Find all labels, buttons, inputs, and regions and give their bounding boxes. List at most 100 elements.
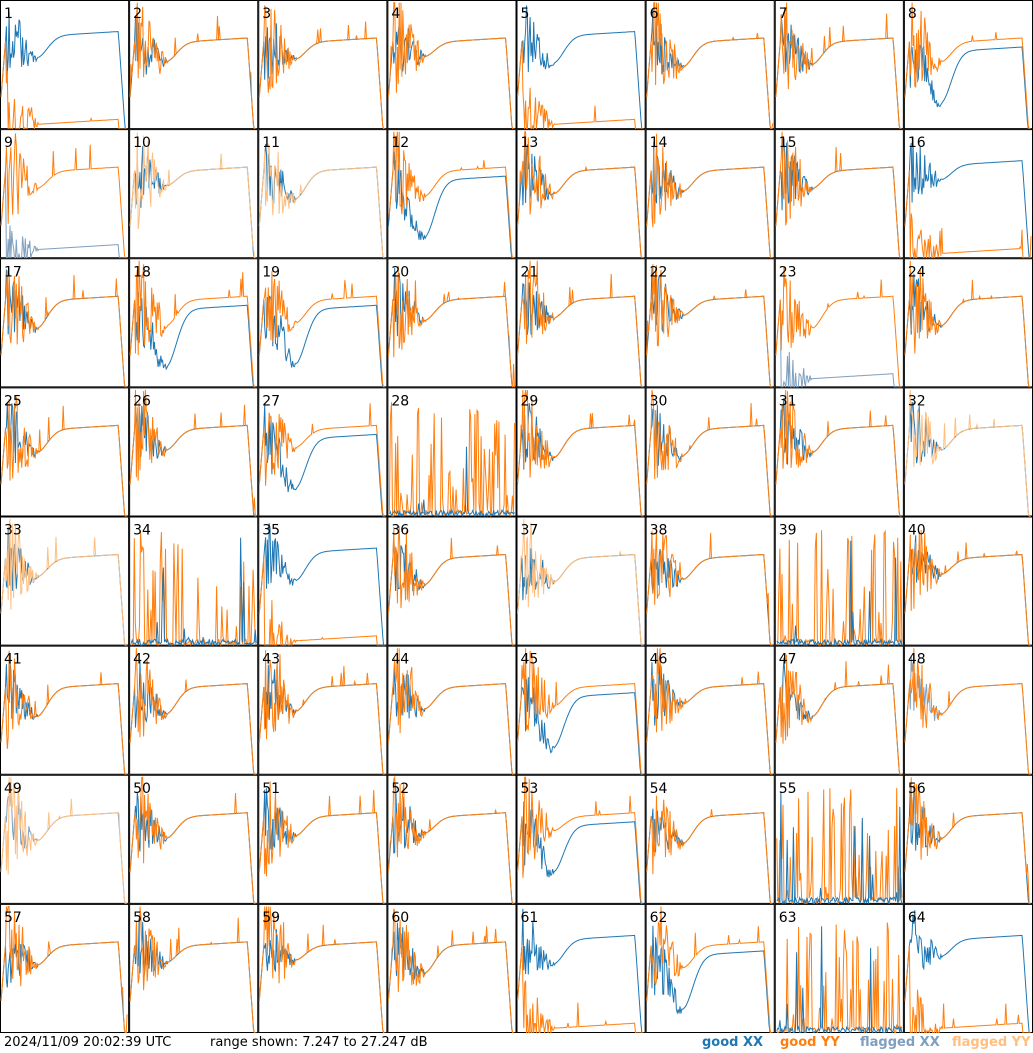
panel-label: 29 <box>521 393 539 409</box>
panel-frame <box>129 903 259 1033</box>
panel-44: 44 <box>387 645 517 776</box>
panel-50: 50 <box>129 774 259 905</box>
panel-label: 61 <box>521 910 539 926</box>
series-good-yy <box>258 557 386 647</box>
range-text: range shown: 7.247 to 27.247 dB <box>210 1035 428 1050</box>
panel-label: 1 <box>4 6 13 22</box>
panel-59: 59 <box>258 903 388 1033</box>
series-good-yy <box>387 266 515 388</box>
panel-label: 2 <box>133 6 142 22</box>
panel-label: 40 <box>908 523 926 539</box>
panel-label: 19 <box>262 264 280 280</box>
series-good-xx <box>129 292 257 388</box>
series-good-xx <box>776 540 903 648</box>
panel-3: 3 <box>258 0 388 130</box>
panel-label: 35 <box>262 523 280 539</box>
panel-34: 34 <box>129 516 259 648</box>
panel-label: 17 <box>4 264 22 280</box>
panel-frame <box>258 774 388 904</box>
panel-label: 41 <box>4 652 22 668</box>
panel-label: 47 <box>779 652 797 668</box>
series-good-xx <box>130 537 257 647</box>
panel-2: 2 <box>129 0 259 130</box>
panel-label: 60 <box>391 910 409 926</box>
panel-label: 26 <box>133 393 151 409</box>
panel-label: 28 <box>391 393 409 409</box>
series-good-xx <box>776 926 903 1033</box>
panel-label: 10 <box>133 135 151 151</box>
series-good-yy <box>129 906 257 1033</box>
panel-23: 23 <box>774 258 904 388</box>
series-good-yy <box>775 266 902 388</box>
legend-good-xx: good XX <box>702 1035 764 1050</box>
series-good-xx <box>904 910 1031 1033</box>
panel-9: 9 <box>0 129 130 259</box>
series-good-xx <box>258 404 386 517</box>
panel-38: 38 <box>645 516 775 647</box>
panel-label: 14 <box>650 135 668 151</box>
panel-45: 45 <box>516 645 646 776</box>
panel-30: 30 <box>645 387 775 517</box>
series-good-yy <box>517 260 644 388</box>
series-good-yy <box>646 389 773 517</box>
panel-7: 7 <box>774 0 904 130</box>
panel-label: 56 <box>908 781 926 797</box>
panel-47: 47 <box>774 645 904 776</box>
panel-62: 62 <box>645 903 775 1033</box>
panel-label: 18 <box>133 264 151 280</box>
legend-flagged-xx: flagged XX <box>860 1035 940 1050</box>
panel-63: 63 <box>774 903 904 1033</box>
series-flagged-yy <box>129 132 257 259</box>
panel-frame <box>516 516 646 646</box>
panel-label: 62 <box>650 910 668 926</box>
panel-16: 16 <box>903 129 1033 259</box>
panel-54: 54 <box>645 774 775 905</box>
series-good-yy <box>258 403 386 517</box>
panel-frame <box>903 258 1033 388</box>
series-good-xx <box>776 792 903 906</box>
panel-label: 5 <box>521 6 530 22</box>
panel-label: 51 <box>262 781 280 797</box>
panel-24: 24 <box>903 258 1033 388</box>
series-good-yy <box>775 389 902 517</box>
panel-57: 57 <box>0 903 130 1033</box>
series-good-yy <box>387 131 515 259</box>
panel-53: 53 <box>516 774 646 905</box>
series-good-xx <box>904 41 1031 130</box>
panel-36: 36 <box>387 516 517 647</box>
panel-label: 25 <box>4 393 22 409</box>
series-good-yy <box>258 271 386 388</box>
series-good-yy <box>129 260 257 388</box>
series-good-yy <box>904 530 1031 647</box>
series-good-yy <box>646 264 773 388</box>
panel-label: 6 <box>650 6 659 22</box>
panel-33: 33 <box>0 516 130 647</box>
series-good-yy <box>258 4 386 130</box>
series-good-yy <box>387 908 515 1033</box>
series-good-yy <box>129 2 257 130</box>
panel-26: 26 <box>129 387 259 517</box>
panel-label: 24 <box>908 264 926 280</box>
panel-4: 4 <box>387 0 517 130</box>
series-good-yy <box>129 389 257 517</box>
series-good-yy <box>387 2 515 130</box>
panel-label: 13 <box>521 135 539 151</box>
series-good-yy <box>258 781 386 905</box>
series-good-yy <box>0 270 128 388</box>
panel-48: 48 <box>903 645 1033 776</box>
panel-label: 37 <box>521 523 539 539</box>
panel-label: 43 <box>262 652 280 668</box>
panel-frame <box>258 516 388 646</box>
panel-frame <box>903 387 1033 517</box>
series-good-yy <box>775 131 902 259</box>
series-good-xx <box>517 801 644 905</box>
series-good-yy <box>0 906 128 1033</box>
series-good-yy <box>517 648 644 776</box>
panel-1: 1 <box>0 0 130 131</box>
panel-label: 8 <box>908 6 917 22</box>
panel-52: 52 <box>387 774 517 905</box>
panel-label: 50 <box>133 781 151 797</box>
series-good-yy <box>0 133 128 259</box>
panel-label: 42 <box>133 652 151 668</box>
panel-frame <box>0 258 130 388</box>
